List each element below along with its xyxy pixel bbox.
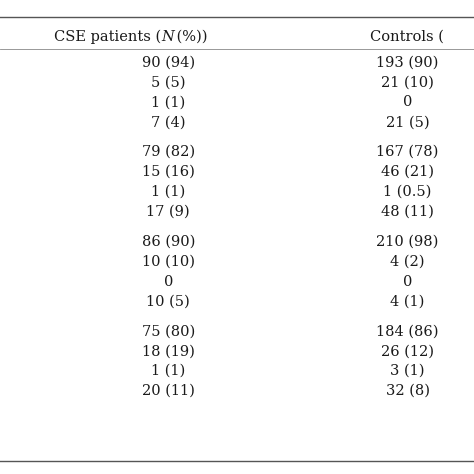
Text: (%)): (%)) bbox=[172, 30, 208, 44]
Text: 10 (10): 10 (10) bbox=[142, 255, 195, 269]
Text: 7 (4): 7 (4) bbox=[151, 115, 185, 129]
Text: CSE patients (: CSE patients ( bbox=[54, 30, 161, 44]
Text: 18 (19): 18 (19) bbox=[142, 344, 195, 358]
Text: 90 (94): 90 (94) bbox=[142, 55, 195, 70]
Text: 79 (82): 79 (82) bbox=[142, 145, 195, 159]
Text: 210 (98): 210 (98) bbox=[376, 235, 439, 249]
Text: 0: 0 bbox=[403, 274, 412, 289]
Text: 0: 0 bbox=[403, 95, 412, 109]
Text: N: N bbox=[161, 30, 174, 44]
Text: 3 (1): 3 (1) bbox=[391, 364, 425, 378]
Text: 17 (9): 17 (9) bbox=[146, 205, 190, 219]
Text: 4 (2): 4 (2) bbox=[391, 255, 425, 269]
Text: 21 (10): 21 (10) bbox=[381, 75, 434, 90]
Text: 1 (1): 1 (1) bbox=[151, 185, 185, 199]
Text: 32 (8): 32 (8) bbox=[386, 384, 429, 398]
Text: 193 (90): 193 (90) bbox=[376, 55, 439, 70]
Text: 20 (11): 20 (11) bbox=[142, 384, 195, 398]
Text: 1 (0.5): 1 (0.5) bbox=[383, 185, 432, 199]
Text: 10 (5): 10 (5) bbox=[146, 294, 190, 309]
Text: 21 (5): 21 (5) bbox=[386, 115, 429, 129]
Text: 48 (11): 48 (11) bbox=[381, 205, 434, 219]
Text: Controls (: Controls ( bbox=[370, 30, 444, 44]
Text: 86 (90): 86 (90) bbox=[142, 235, 195, 249]
Text: 0: 0 bbox=[164, 274, 173, 289]
Text: 15 (16): 15 (16) bbox=[142, 165, 195, 179]
Text: 1 (1): 1 (1) bbox=[151, 364, 185, 378]
Text: 4 (1): 4 (1) bbox=[391, 294, 425, 309]
Text: 184 (86): 184 (86) bbox=[376, 324, 439, 338]
Text: 26 (12): 26 (12) bbox=[381, 344, 434, 358]
Text: 5 (5): 5 (5) bbox=[151, 75, 185, 90]
Text: 167 (78): 167 (78) bbox=[376, 145, 439, 159]
Text: 75 (80): 75 (80) bbox=[142, 324, 195, 338]
Text: 46 (21): 46 (21) bbox=[381, 165, 434, 179]
Text: 1 (1): 1 (1) bbox=[151, 95, 185, 109]
